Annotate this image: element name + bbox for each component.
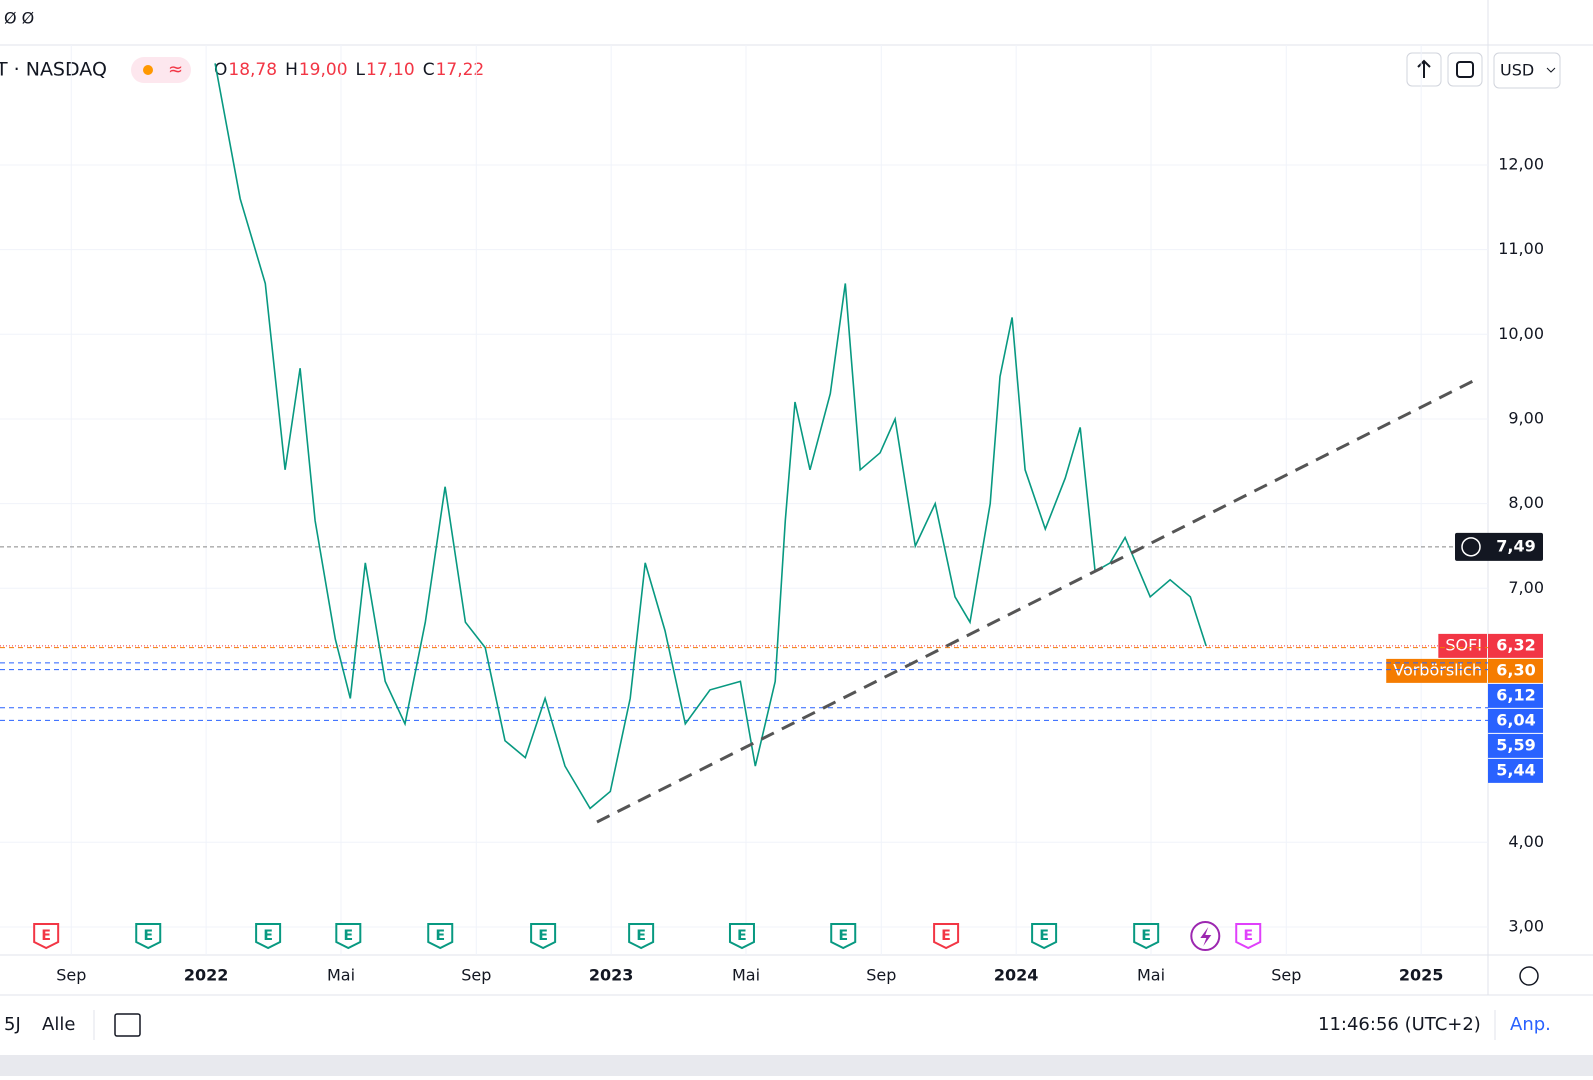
level-label-box (1488, 733, 1543, 758)
ohlc-value: 17,22 (436, 60, 485, 80)
sun-icon (143, 65, 153, 75)
level-tag-box (1438, 633, 1487, 658)
x-tick-label: Sep (866, 966, 896, 985)
range[interactable]: 5J (4, 1014, 21, 1035)
ohlc-key: H (285, 60, 298, 80)
event-marker (530, 923, 557, 950)
level-tag: SOFI (1445, 635, 1482, 654)
y-tick-label: 7,00 (1508, 578, 1544, 597)
y-tick-label: 3,00 (1508, 916, 1544, 935)
event-marker (1031, 923, 1058, 950)
event-label: E (941, 928, 951, 944)
x-tick-label: 2022 (184, 966, 229, 985)
crosshair-label: 7,49 (1496, 536, 1535, 555)
x-tick-label: Sep (1271, 966, 1301, 985)
x-tick-label: 2025 (1399, 966, 1444, 985)
event-label: E (1039, 928, 1049, 944)
event-marker (1235, 923, 1262, 950)
event-marker (728, 923, 755, 950)
up-icon (1417, 59, 1431, 78)
chevron (1546, 67, 1556, 73)
fit-icon (1456, 61, 1474, 78)
ohlc-key: L (356, 60, 366, 80)
event-label: E (344, 928, 354, 944)
event-label: E (41, 928, 51, 944)
event-label: E (435, 928, 445, 944)
level-label-box (1488, 708, 1543, 733)
x-tick-label: 2024 (994, 966, 1039, 985)
x-tick-label: Mai (1137, 966, 1165, 985)
x-tick-label: Sep (461, 966, 491, 985)
wave-icon: ≈ (168, 59, 183, 80)
trendline (596, 378, 1476, 824)
y-tick-label: 9,00 (1508, 408, 1544, 427)
level-label: 6,12 (1496, 685, 1535, 704)
event-label: E (737, 928, 747, 944)
y-tick-label: 4,00 (1508, 832, 1544, 851)
ohlc-key: C (423, 60, 435, 80)
event-label: E (636, 928, 646, 944)
event-label: E (538, 928, 548, 944)
ohlc-value: 19,00 (299, 60, 348, 80)
event-marker (628, 923, 655, 950)
event-marker (135, 923, 162, 950)
event-marker (933, 923, 960, 950)
add-icon (1461, 537, 1481, 557)
level-label-box (1488, 683, 1543, 708)
y-tick-label: 12,00 (1498, 154, 1544, 173)
event-marker (1133, 923, 1160, 950)
strip (0, 1055, 1593, 1076)
event-marker (33, 923, 60, 950)
y-tick-label: 10,00 (1498, 324, 1544, 343)
level-label: 5,44 (1496, 760, 1535, 779)
event-label: E (1141, 928, 1151, 944)
x-tick-label: Sep (56, 966, 86, 985)
currency: USD (1500, 61, 1534, 80)
currency-select[interactable] (1493, 52, 1561, 89)
top-left: Ø Ø (4, 9, 34, 28)
event-label: E (263, 928, 273, 944)
range[interactable]: Alle (42, 1014, 75, 1035)
level-label: 5,59 (1496, 735, 1535, 754)
event-marker (830, 923, 857, 950)
event-label: E (1243, 928, 1253, 944)
adjust[interactable]: Anp. (1510, 1014, 1551, 1035)
x-tick-label: Mai (732, 966, 760, 985)
settings-icon[interactable] (1519, 966, 1539, 986)
y-tick-label: 11,00 (1498, 239, 1544, 258)
event-marker (335, 923, 362, 950)
event-label: E (143, 928, 153, 944)
event-marker (255, 923, 282, 950)
x-tick-label: 2023 (589, 966, 634, 985)
level-label-box (1488, 633, 1543, 658)
date-range-icon[interactable] (114, 1013, 141, 1037)
y-tick-label: 8,00 (1508, 493, 1544, 512)
button[interactable] (1447, 52, 1483, 87)
level-label-box (1488, 758, 1543, 783)
level-label: 6,30 (1496, 660, 1535, 679)
clock: 11:46:56 (UTC+2) (1318, 1014, 1481, 1035)
event-marker (427, 923, 454, 950)
plot: Sep 2022 Mai Sep 2023 Mai Sep 2024 Mai Sep 2025 3,0… (0, 45, 1544, 985)
ohlc-value: 17,10 (366, 60, 415, 80)
bolt (1200, 927, 1212, 946)
event-label: E (838, 928, 848, 944)
ohlc-value: 18,78 (228, 60, 277, 80)
level-label: 6,04 (1496, 710, 1535, 729)
level-tag: Vorbörslich (1393, 660, 1482, 679)
level-label: 6,32 (1496, 635, 1535, 654)
x-tick-label: Mai (327, 966, 355, 985)
level-label-box (1488, 658, 1543, 683)
session-badge[interactable] (131, 57, 191, 83)
ohlc: O 18,78 H 19,00 L 17,10 C 17,22 (214, 60, 484, 80)
symbol: T · NASDAQ (0, 59, 107, 81)
price-line (214, 63, 1207, 810)
